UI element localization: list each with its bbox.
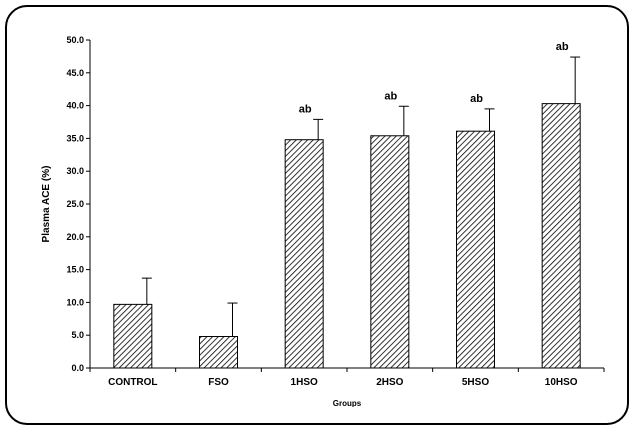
bar — [199, 336, 238, 369]
category-label: 2HSO — [376, 377, 403, 388]
bar — [456, 130, 495, 369]
bar-chart: 0.0 5.0 10.0 15.0 20.0 25.0 30.0 35.0 40.0 45.0 50… — [41, 35, 605, 407]
y-tick-label: 50.0 — [66, 35, 84, 45]
chart-bars: CONTROL FSO ab 1HSO ab 2HSO ab 5HSO ab 10HSO — [108, 41, 581, 388]
significance-label: ab — [299, 103, 312, 115]
bar — [541, 103, 581, 369]
bar — [284, 139, 324, 369]
category-label: 5HSO — [462, 377, 489, 388]
y-tick-label: 40.0 — [66, 101, 84, 111]
significance-label: ab — [470, 93, 483, 105]
y-tick-label: 20.0 — [66, 232, 84, 242]
y-tick-label: 35.0 — [66, 133, 84, 143]
bar — [370, 135, 410, 369]
y-tick-label: 15.0 — [66, 265, 84, 275]
significance-label: ab — [384, 90, 397, 102]
category-label: 10HSO — [545, 377, 578, 388]
category-label: CONTROL — [108, 377, 157, 388]
x-axis-label: Groups — [333, 399, 362, 407]
significance-label: ab — [556, 41, 569, 53]
y-tick-label: 25.0 — [66, 199, 84, 209]
y-tick-label: 5.0 — [71, 330, 84, 340]
y-axis-label: Plasma ACE (%) — [41, 166, 52, 243]
bar — [113, 303, 153, 369]
y-tick-label: 45.0 — [66, 68, 84, 78]
y-tick-label: 10.0 — [66, 297, 84, 307]
category-label: FSO — [208, 377, 229, 388]
category-label: 1HSO — [291, 377, 318, 388]
y-tick-label: 30.0 — [66, 166, 84, 176]
chart-axes: 0.0 5.0 10.0 15.0 20.0 25.0 30.0 35.0 40.0 45.0 50… — [66, 35, 605, 373]
y-tick-label: 0.0 — [71, 363, 84, 373]
